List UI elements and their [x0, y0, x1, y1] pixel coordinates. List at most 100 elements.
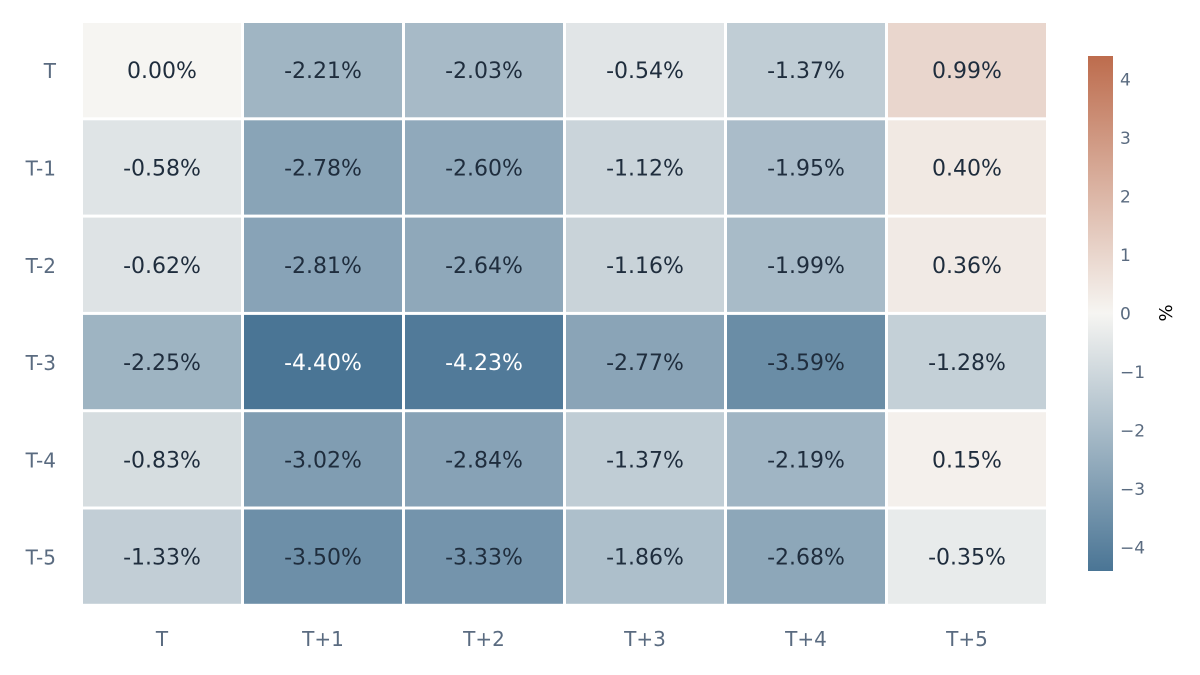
cell-value-label: -1.95%	[767, 156, 845, 181]
heatmap-cell	[83, 23, 241, 118]
heatmap-cell	[888, 509, 1046, 604]
heatmap-cell	[888, 120, 1046, 215]
y-tick-label: T-2	[25, 254, 56, 278]
heatmap-cell	[244, 120, 402, 215]
colorbar-tick-label: 0	[1120, 305, 1131, 325]
cell-value-label: -2.19%	[767, 448, 845, 473]
cell-value-label: -2.81%	[284, 254, 362, 279]
heatmap-cells: 0.00% -2.21% -2.03% -0.54% -1.37% 0.99% -0.58%…	[83, 23, 1046, 604]
cell-value-label: -0.35%	[928, 546, 1006, 571]
heatmap-cell	[727, 217, 885, 312]
heatmap-cell	[566, 23, 724, 118]
cell-value-label: 0.36%	[932, 254, 1002, 279]
cell-value-label: -2.68%	[767, 546, 845, 571]
colorbar: 4 3 2 1 0 −1 −2 −3 −4 %	[1088, 56, 1177, 571]
colorbar-ticks: 4 3 2 1 0 −1 −2 −3 −4	[1120, 70, 1145, 558]
x-tick-label: T+2	[462, 627, 505, 651]
colorbar-tick-label: −3	[1120, 480, 1145, 500]
x-tick-label: T+1	[301, 627, 344, 651]
heatmap-cell	[83, 120, 241, 215]
cell-value-label: -1.28%	[928, 351, 1006, 376]
cell-value-label: -2.25%	[123, 351, 201, 376]
heatmap-cell	[727, 412, 885, 507]
heatmap-cell	[566, 412, 724, 507]
heatmap-cell	[244, 509, 402, 604]
colorbar-tick-label: −1	[1120, 363, 1145, 383]
cell-value-label: -0.54%	[606, 59, 684, 84]
heatmap-cell	[244, 412, 402, 507]
heatmap-cell	[405, 509, 563, 604]
cell-value-label: -3.50%	[284, 546, 362, 571]
cell-value-label: -1.99%	[767, 254, 845, 279]
cell-value-label: -1.86%	[606, 546, 684, 571]
cell-value-label: -4.23%	[445, 351, 523, 376]
heatmap-cell	[405, 217, 563, 312]
cell-value-label: -4.40%	[284, 351, 362, 376]
y-tick-label: T-5	[25, 546, 56, 570]
y-axis-ticks: T T-1 T-2 T-3 T-4 T-5	[25, 59, 57, 570]
heatmap-cell	[244, 314, 402, 410]
heatmap-cell	[405, 23, 563, 118]
cell-value-label: -1.16%	[606, 254, 684, 279]
colorbar-tick-label: −2	[1120, 422, 1145, 442]
cell-value-label: 0.99%	[932, 59, 1002, 84]
cell-value-label: -0.62%	[123, 254, 201, 279]
cell-value-label: -0.83%	[123, 448, 201, 473]
cell-value-label: -1.12%	[606, 156, 684, 181]
y-tick-label: T	[43, 59, 57, 83]
colorbar-tick-label: 3	[1120, 129, 1131, 149]
heatmap-cell	[405, 120, 563, 215]
x-tick-label: T+4	[784, 627, 827, 651]
cell-value-label: -1.37%	[606, 448, 684, 473]
heatmap-cell	[83, 509, 241, 604]
heatmap-cell	[727, 120, 885, 215]
cell-value-label: -2.64%	[445, 254, 523, 279]
heatmap-cell	[566, 314, 724, 410]
cell-value-label: 0.00%	[127, 59, 197, 84]
cell-value-label: -3.59%	[767, 351, 845, 376]
cell-value-label: -2.60%	[445, 156, 523, 181]
colorbar-tick-label: 1	[1120, 246, 1131, 266]
heatmap-cell	[727, 23, 885, 118]
heatmap-cell	[727, 314, 885, 410]
x-tick-label: T	[155, 627, 169, 651]
y-tick-label: T-3	[25, 351, 56, 375]
y-tick-label: T-1	[25, 156, 56, 180]
heatmap-cell	[888, 217, 1046, 312]
heatmap-cell	[244, 23, 402, 118]
x-tick-label: T+3	[623, 627, 666, 651]
heatmap-cell	[405, 412, 563, 507]
heatmap-cell	[405, 314, 563, 410]
colorbar-title: %	[1156, 304, 1177, 321]
heatmap-cell	[566, 217, 724, 312]
x-axis-ticks: T T+1 T+2 T+3 T+4 T+5	[155, 627, 988, 651]
heatmap-cell	[83, 412, 241, 507]
heatmap-cell	[244, 217, 402, 312]
y-tick-label: T-4	[25, 448, 56, 472]
cell-value-label: -2.78%	[284, 156, 362, 181]
heatmap-cell	[888, 412, 1046, 507]
heatmap-cell	[566, 509, 724, 604]
cell-value-label: -2.77%	[606, 351, 684, 376]
colorbar-tick-label: −4	[1120, 539, 1145, 559]
cell-value-label: 0.15%	[932, 448, 1002, 473]
cell-value-label: -2.21%	[284, 59, 362, 84]
cell-value-label: -3.02%	[284, 448, 362, 473]
cell-value-label: -3.33%	[445, 546, 523, 571]
cell-value-label: -1.33%	[123, 546, 201, 571]
heatmap-cell	[566, 120, 724, 215]
cell-value-label: -0.58%	[123, 156, 201, 181]
cell-value-label: -1.37%	[767, 59, 845, 84]
cell-value-label: -2.84%	[445, 448, 523, 473]
cell-value-label: 0.40%	[932, 156, 1002, 181]
x-tick-label: T+5	[945, 627, 988, 651]
heatmap-cell	[83, 314, 241, 410]
heatmap-cell	[888, 314, 1046, 410]
colorbar-tick-label: 2	[1120, 187, 1131, 207]
heatmap-cell	[727, 509, 885, 604]
heatmap-cell	[888, 23, 1046, 118]
colorbar-gradient	[1088, 56, 1113, 571]
cell-value-label: -2.03%	[445, 59, 523, 84]
colorbar-tick-label: 4	[1120, 70, 1131, 90]
